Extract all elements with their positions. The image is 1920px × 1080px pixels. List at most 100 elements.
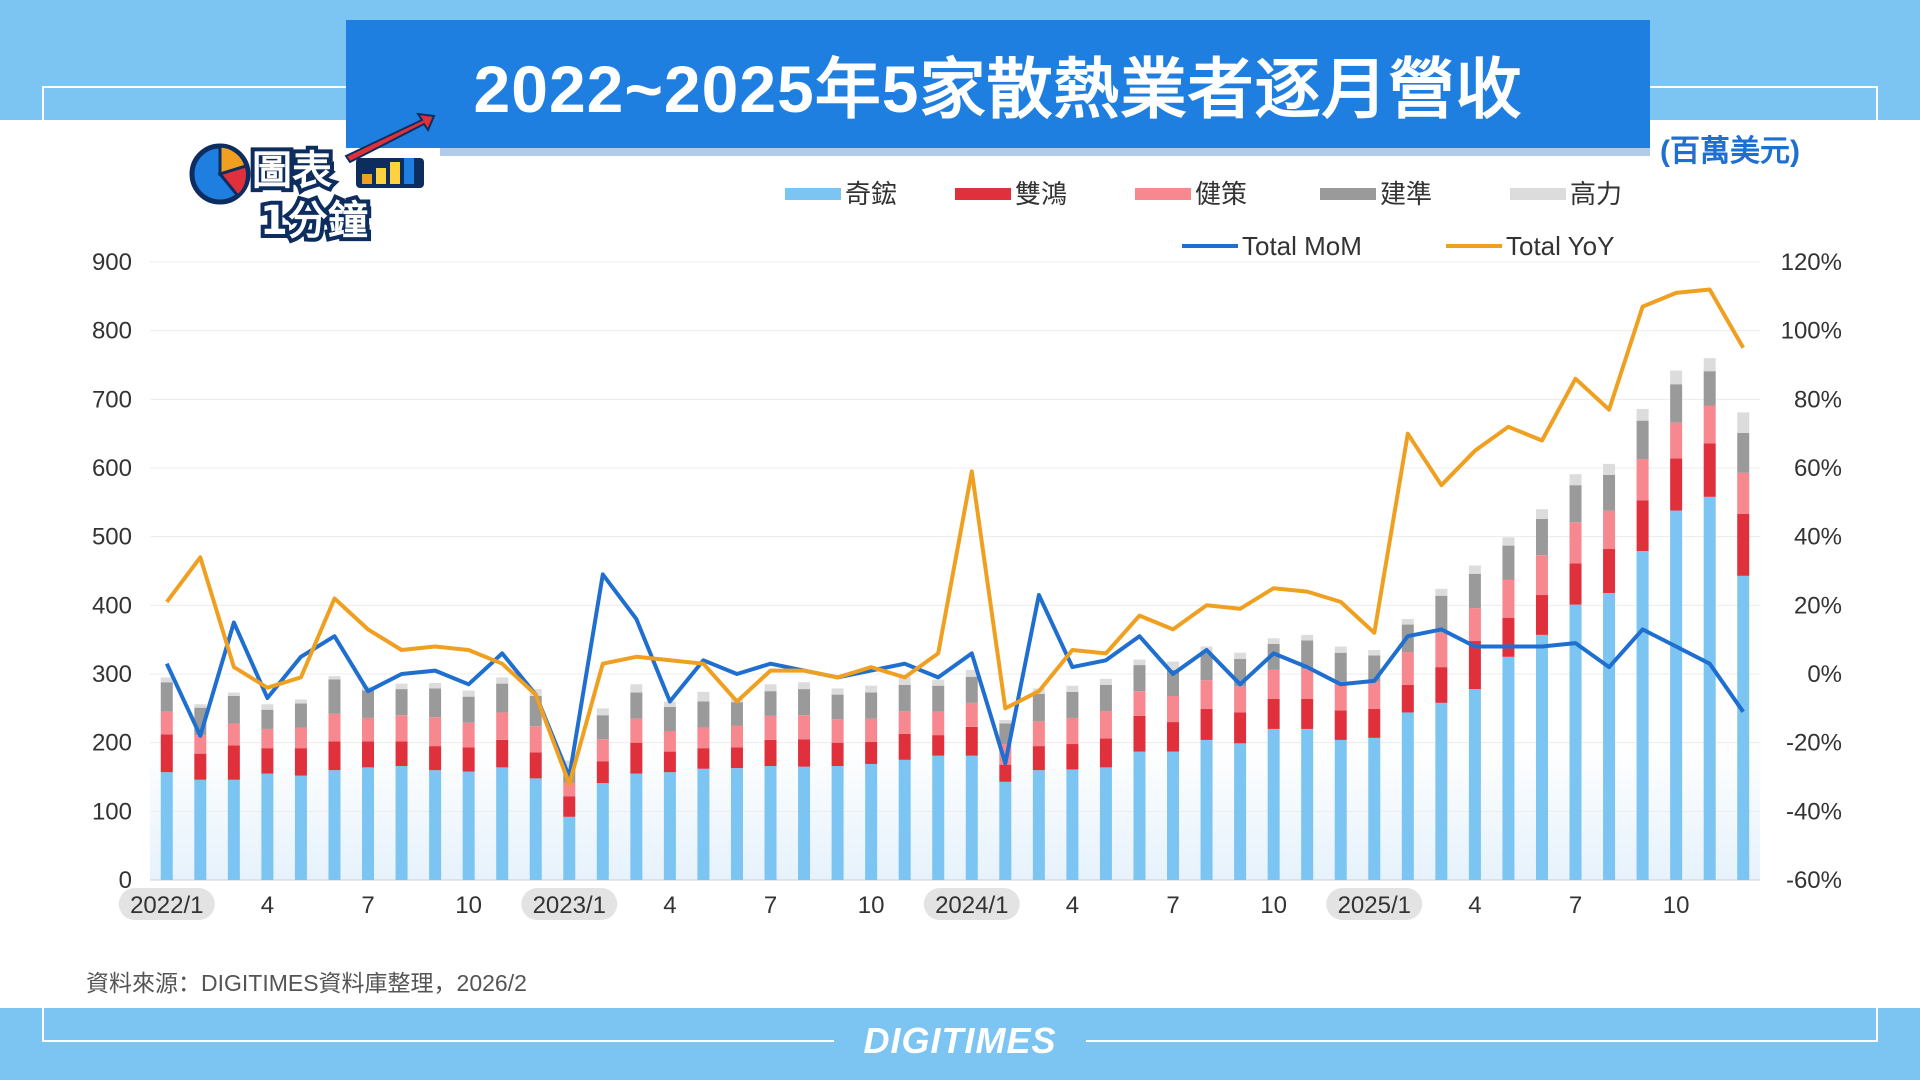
legend: 奇鋐 雙鴻 健策 建準 高力 Total MoM Total YoY bbox=[785, 179, 1622, 261]
bar-segment-雙鴻 bbox=[1435, 667, 1448, 703]
bar-segment-高力 bbox=[227, 692, 240, 696]
bar-segment-建準 bbox=[730, 702, 743, 726]
legend-label: 建準 bbox=[1380, 179, 1432, 209]
bar-segment-雙鴻 bbox=[1234, 712, 1247, 744]
bar-segment-高力 bbox=[1401, 619, 1414, 625]
y2-tick-label: 60% bbox=[1794, 455, 1842, 482]
bar-segment-雙鴻 bbox=[697, 748, 710, 769]
bar-segment-高力 bbox=[1301, 634, 1314, 641]
bar-segment-雙鴻 bbox=[932, 735, 945, 756]
bar-segment-奇鋐 bbox=[429, 770, 442, 880]
bar-segment-奇鋐 bbox=[1267, 728, 1280, 880]
bar-segment-健策 bbox=[764, 715, 777, 740]
bar-segment-健策 bbox=[429, 717, 442, 747]
bar-segment-雙鴻 bbox=[1703, 443, 1716, 497]
bar-segment-雙鴻 bbox=[663, 751, 676, 773]
stacked-bars bbox=[160, 358, 1750, 880]
bar-segment-高力 bbox=[1167, 661, 1180, 670]
bar-segment-高力 bbox=[496, 677, 509, 684]
y2-tick-label: -60% bbox=[1786, 867, 1842, 894]
bar-segment-奇鋐 bbox=[730, 768, 743, 880]
bar-segment-奇鋐 bbox=[261, 773, 274, 880]
x-axis: 2022/1 4 7 10 2023/1 4 7 10 2024/1 4 7 10 2025/1 4 7 10 bbox=[118, 888, 1689, 920]
bar-segment-奇鋐 bbox=[999, 781, 1012, 880]
logo-bars-icon bbox=[344, 112, 436, 188]
bar-segment-雙鴻 bbox=[1334, 710, 1347, 740]
bar-segment-雙鴻 bbox=[1401, 684, 1414, 713]
legend-swatch bbox=[955, 188, 1011, 200]
bar-segment-奇鋐 bbox=[1670, 510, 1683, 880]
bar-segment-建準 bbox=[1703, 371, 1716, 406]
bar-segment-建準 bbox=[362, 690, 375, 718]
y-tick-label: 500 bbox=[92, 524, 132, 551]
bar-segment-建準 bbox=[663, 706, 676, 731]
bar-segment-高力 bbox=[1133, 659, 1146, 666]
y-tick-label: 700 bbox=[92, 386, 132, 413]
bar-segment-健策 bbox=[194, 735, 207, 754]
bar-segment-雙鴻 bbox=[1133, 715, 1146, 752]
legend-label: 健策 bbox=[1195, 179, 1247, 209]
bar-segment-健策 bbox=[1334, 681, 1347, 711]
bar-segment-高力 bbox=[1368, 649, 1381, 656]
bar-segment-健策 bbox=[362, 717, 375, 742]
bar-segment-健策 bbox=[529, 726, 542, 753]
year-tick-box bbox=[923, 888, 1020, 920]
x-tick-label: 10 bbox=[455, 892, 482, 919]
bar-segment-健策 bbox=[1234, 686, 1247, 713]
bar-segment-建準 bbox=[697, 701, 710, 728]
bar-segment-雙鴻 bbox=[294, 748, 307, 776]
bar-segment-高力 bbox=[999, 720, 1012, 724]
bar-segment-高力 bbox=[932, 679, 945, 686]
bar-segment-健策 bbox=[865, 718, 878, 742]
bar-segment-高力 bbox=[630, 684, 643, 693]
bar-segment-健策 bbox=[1032, 721, 1045, 747]
bar-segment-奇鋐 bbox=[395, 766, 408, 880]
bar-segment-奇鋐 bbox=[1502, 656, 1515, 880]
bar-segment-建準 bbox=[160, 682, 173, 712]
y-tick-label: 600 bbox=[92, 455, 132, 482]
bar-segment-奇鋐 bbox=[1435, 702, 1448, 880]
bar-segment-奇鋐 bbox=[1737, 575, 1750, 880]
bar-segment-健策 bbox=[294, 727, 307, 749]
x-tick-label: 4 bbox=[663, 892, 676, 919]
frame-line bbox=[42, 86, 44, 124]
bar-segment-雙鴻 bbox=[160, 734, 173, 773]
bar-segment-高力 bbox=[831, 688, 844, 695]
bar-segment-奇鋐 bbox=[1401, 712, 1414, 880]
bar-segment-雙鴻 bbox=[395, 741, 408, 767]
bar-segment-雙鴻 bbox=[194, 753, 207, 780]
bar-segment-健策 bbox=[395, 715, 408, 742]
x-tick-label: 7 bbox=[361, 892, 374, 919]
bar-segment-奇鋐 bbox=[932, 755, 945, 880]
bar-segment-高力 bbox=[596, 708, 609, 716]
bar-segment-高力 bbox=[1099, 678, 1112, 685]
bar-segment-奇鋐 bbox=[1368, 737, 1381, 880]
legend-label: Total MoM bbox=[1242, 231, 1362, 261]
brand-logo: DIGITIMES bbox=[863, 1020, 1057, 1061]
left-y-axis: 0 100 200 300 400 500 600 700 800 900 bbox=[92, 249, 132, 894]
bar-segment-健策 bbox=[1569, 522, 1582, 564]
bar-segment-健策 bbox=[563, 782, 576, 797]
x-tick-label: 10 bbox=[1260, 892, 1287, 919]
bar-segment-高力 bbox=[1468, 565, 1481, 574]
bar-segment-高力 bbox=[160, 677, 173, 683]
lines bbox=[164, 287, 1745, 786]
bar-segment-健策 bbox=[596, 739, 609, 762]
bar-segment-健策 bbox=[730, 725, 743, 748]
bar-segment-建準 bbox=[932, 685, 945, 712]
bar-segment-建準 bbox=[1737, 432, 1750, 473]
bar-segment-建準 bbox=[1301, 640, 1314, 670]
bar-segment-雙鴻 bbox=[1167, 722, 1180, 752]
bar-segment-奇鋐 bbox=[1468, 689, 1481, 880]
bar-segment-建準 bbox=[1535, 518, 1548, 556]
bar-segment-高力 bbox=[1502, 537, 1515, 546]
bar-segment-健策 bbox=[1167, 695, 1180, 723]
bar-segment-建準 bbox=[865, 692, 878, 719]
y-tick-label: 900 bbox=[92, 249, 132, 276]
bar-segment-奇鋐 bbox=[294, 775, 307, 880]
bar-segment-健策 bbox=[1066, 717, 1079, 745]
bar-segment-雙鴻 bbox=[1301, 698, 1314, 729]
bar-segment-奇鋐 bbox=[328, 770, 341, 880]
y2-tick-label: 40% bbox=[1794, 524, 1842, 551]
bar-segment-建準 bbox=[1099, 684, 1112, 712]
